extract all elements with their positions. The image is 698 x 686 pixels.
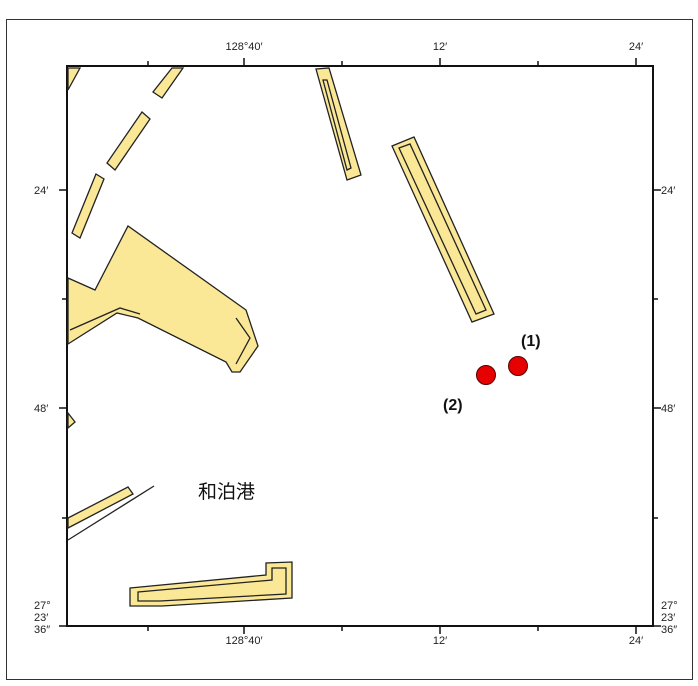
pier-bottom (129, 561, 293, 607)
left-tick-label: 48′ (34, 403, 48, 415)
marker-1[interactable] (508, 356, 528, 376)
pier-large (67, 225, 259, 373)
right-tick-label: 48′ (661, 403, 675, 415)
pier-large-edge (69, 307, 141, 331)
breakwater-seg-2 (106, 111, 151, 171)
right-tick-label: 23′ (661, 612, 675, 624)
marker-1-label: (1) (521, 333, 541, 350)
tick-marks (59, 58, 661, 634)
marker-2[interactable] (476, 365, 496, 385)
bottom-tick-label: 128°40′ (225, 635, 262, 647)
left-tick-label: 23′ (34, 612, 48, 624)
top-tick-label: 24′ (629, 41, 643, 53)
map-frame (66, 65, 654, 627)
land-corner-top-left (67, 67, 82, 91)
breakwater-seg-1 (152, 67, 185, 99)
left-tick-label: 27° (34, 600, 51, 612)
breakwater-diagonal (391, 136, 495, 323)
breakwater-diagonal-inner (398, 143, 487, 315)
left-tick-label: 24′ (34, 185, 48, 197)
jetty-lower-left (67, 486, 134, 530)
harbor-name-label: 和泊港 (198, 481, 255, 503)
breakwater-top-middle-inner (322, 79, 352, 171)
right-tick-label: 24′ (661, 185, 675, 197)
pier-bottom-inner (137, 567, 287, 602)
pier-large-edge-2 (235, 317, 251, 365)
land-left-edge (67, 411, 76, 430)
breakwater-seg-3 (71, 173, 105, 239)
top-tick-label: 128°40′ (225, 41, 262, 53)
bottom-tick-label: 12′ (433, 635, 447, 647)
right-tick-label: 27° (661, 600, 678, 612)
left-tick-label: 36″ (34, 624, 50, 636)
land-features (67, 67, 495, 607)
tick-labels: 128°40′ 12′ 24′128°40′ 12′ 24′24′48′27°23′36… (34, 41, 678, 647)
jetty-line (67, 485, 155, 541)
marker-2-label: (2) (443, 397, 463, 414)
markers: (1) (2) (443, 333, 541, 414)
top-tick-label: 12′ (433, 41, 447, 53)
bottom-tick-label: 24′ (629, 635, 643, 647)
right-tick-label: 36″ (661, 624, 677, 636)
